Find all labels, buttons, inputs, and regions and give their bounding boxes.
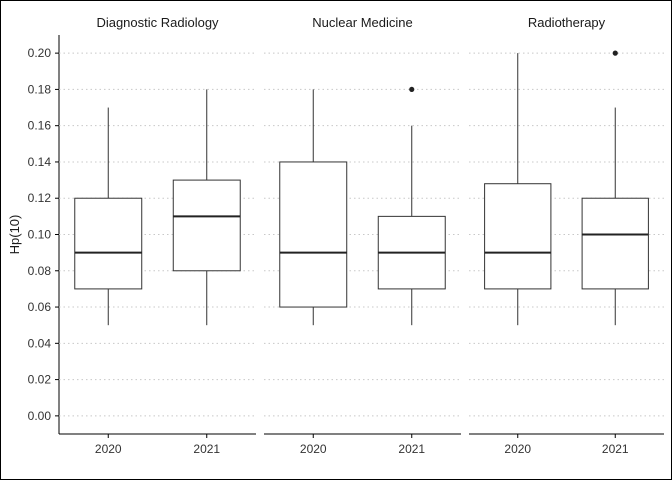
- box-group: 2020: [484, 53, 552, 456]
- facet-title: Radiotherapy: [528, 15, 606, 30]
- y-tick-label: 0.02: [28, 373, 52, 387]
- iqr-box: [581, 197, 649, 290]
- y-tick-label: 0.00: [28, 409, 52, 423]
- y-tick-label: 0.10: [28, 228, 52, 242]
- x-tick-label: 2021: [602, 442, 629, 456]
- iqr-box: [484, 183, 552, 290]
- x-tick-label: 2020: [95, 442, 122, 456]
- y-tick-label: 0.14: [28, 155, 52, 169]
- box-group: 2020: [279, 89, 348, 456]
- x-tick-label: 2020: [300, 442, 327, 456]
- facet-title: Nuclear Medicine: [312, 15, 412, 30]
- facet-panel: Nuclear Medicine 2020 2021: [264, 15, 461, 456]
- y-tick-label: 0.20: [28, 46, 52, 60]
- outlier-point: [612, 50, 618, 56]
- y-tick-label: 0.12: [28, 191, 52, 205]
- facet-panel: Diagnostic Radiology 2020 2021: [59, 15, 256, 456]
- iqr-box: [279, 161, 348, 308]
- iqr-box: [172, 179, 241, 272]
- outlier-point: [409, 86, 415, 93]
- y-tick-label: 0.08: [28, 264, 52, 278]
- y-tick-label: 0.18: [28, 82, 52, 96]
- y-tick-label: 0.16: [28, 119, 52, 133]
- x-tick-label: 2020: [504, 442, 531, 456]
- box-group: 2021: [377, 86, 446, 456]
- facet-title: Diagnostic Radiology: [96, 15, 219, 30]
- facet-panel: Radiotherapy 2020 2021: [469, 15, 664, 456]
- y-tick-label: 0.04: [28, 336, 52, 350]
- y-axis-title: Hp(10): [7, 215, 22, 255]
- x-tick-label: 2021: [193, 442, 220, 456]
- y-tick-label: 0.06: [28, 300, 52, 314]
- box-group: 2021: [172, 89, 241, 456]
- iqr-box: [74, 197, 143, 290]
- box-group: 2020: [74, 107, 143, 456]
- box-group: 2021: [581, 50, 649, 456]
- x-tick-label: 2021: [398, 442, 425, 456]
